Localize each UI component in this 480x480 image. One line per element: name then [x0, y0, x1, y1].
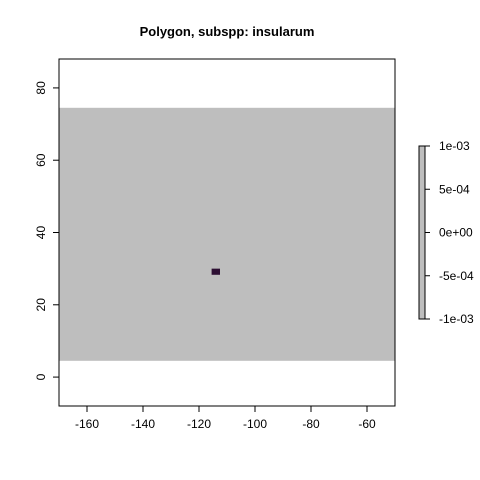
- x-tick-label: -120: [187, 417, 211, 431]
- legend-tick-label: 0e+00: [439, 226, 473, 240]
- legend-tick-label: 1e-03: [439, 139, 470, 153]
- x-tick-label: -60: [358, 417, 376, 431]
- x-axis: -160 -140 -120 -100 -80 -60: [75, 406, 376, 431]
- legend-tick-label: -1e-03: [439, 312, 474, 326]
- y-tick-label: 0: [34, 373, 48, 380]
- raster-extent: [59, 107, 395, 361]
- raster-layer: [59, 107, 395, 361]
- y-tick-label: 20: [34, 298, 48, 312]
- legend-colorbar: [418, 145, 426, 320]
- y-axis: 0 20 40 60 80: [34, 81, 59, 380]
- y-tick-label: 60: [34, 153, 48, 167]
- chart-title: Polygon, subspp: insularum: [140, 24, 315, 39]
- legend-tick-label: 5e-04: [439, 182, 470, 196]
- color-legend: 1e-03 5e-04 0e+00 -5e-04 -1e-03: [418, 139, 474, 326]
- polygon-cell: [211, 268, 220, 275]
- y-tick-label: 40: [34, 226, 48, 240]
- x-tick-label: -160: [75, 417, 99, 431]
- legend-tick-label: -5e-04: [439, 269, 474, 283]
- x-tick-label: -100: [243, 417, 267, 431]
- x-tick-label: -140: [131, 417, 155, 431]
- y-tick-label: 80: [34, 81, 48, 95]
- x-tick-label: -80: [302, 417, 320, 431]
